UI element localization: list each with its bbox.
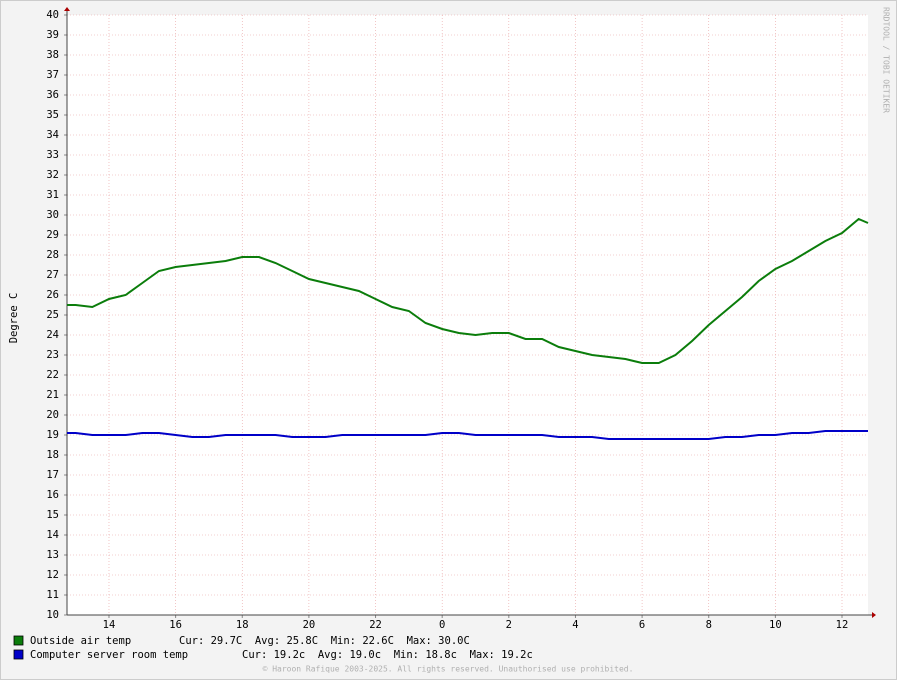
y-tick-label: 30: [46, 209, 59, 221]
y-tick-label: 22: [46, 369, 59, 381]
y-tick-label: 24: [46, 329, 59, 341]
axis-arrow: [872, 612, 876, 618]
x-tick-label: 14: [103, 619, 116, 631]
y-tick-label: 19: [46, 429, 59, 441]
y-tick-label: 38: [46, 49, 59, 61]
x-tick-label: 16: [169, 619, 182, 631]
x-tick-label: 0: [439, 619, 445, 631]
y-tick-label: 11: [46, 589, 59, 601]
series-line: [67, 217, 869, 364]
x-tick-label: 4: [572, 619, 578, 631]
plot-area: [67, 15, 868, 615]
axis-arrow: [64, 7, 70, 11]
x-tick-label: 2: [506, 619, 512, 631]
y-tick-label: 29: [46, 229, 59, 241]
y-tick-label: 39: [46, 29, 59, 41]
y-tick-label: 40: [46, 9, 59, 21]
y-tick-label: 12: [46, 569, 59, 581]
y-tick-label: 25: [46, 309, 59, 321]
legend-swatch: [13, 635, 24, 646]
x-tick-label: 12: [836, 619, 849, 631]
y-tick-label: 16: [46, 489, 59, 501]
y-tick-label: 13: [46, 549, 59, 561]
x-tick-label: 18: [236, 619, 249, 631]
legend-swatch: [13, 649, 24, 660]
y-tick-label: 20: [46, 409, 59, 421]
y-tick-label: 34: [46, 129, 59, 141]
series-line: [67, 430, 868, 440]
x-tick-label: 8: [706, 619, 712, 631]
y-tick-label: 17: [46, 469, 59, 481]
footer: © Haroon Rafique 2003-2025. All rights r…: [263, 665, 634, 674]
x-tick-label: 20: [303, 619, 316, 631]
y-tick-label: 36: [46, 89, 59, 101]
y-tick-label: 35: [46, 109, 59, 121]
y-tick-label: 28: [46, 249, 59, 261]
y-tick-label: 31: [46, 189, 59, 201]
y-tick-label: 18: [46, 449, 59, 461]
y-tick-label: 23: [46, 349, 59, 361]
x-tick-label: 22: [369, 619, 382, 631]
y-axis-label: Degree C: [8, 293, 20, 344]
legend-label: Computer server room temp: [30, 649, 188, 661]
y-tick-label: 14: [46, 529, 59, 541]
y-tick-label: 15: [46, 509, 59, 521]
legend-stats: Cur: 29.7C Avg: 25.8C Min: 22.6C Max: 30…: [179, 635, 470, 647]
credit: RRDTOOL / TOBI OETIKER: [882, 7, 891, 113]
y-tick-label: 21: [46, 389, 59, 401]
y-tick-label: 26: [46, 289, 59, 301]
y-tick-label: 10: [46, 609, 59, 621]
legend-label: Outside air temp: [30, 635, 131, 647]
y-tick-label: 37: [46, 69, 59, 81]
y-tick-label: 32: [46, 169, 59, 181]
x-tick-label: 6: [639, 619, 645, 631]
legend-stats: Cur: 19.2c Avg: 19.0c Min: 18.8c Max: 19…: [242, 649, 533, 661]
y-tick-label: 33: [46, 149, 59, 161]
y-tick-label: 27: [46, 269, 59, 281]
x-tick-label: 10: [769, 619, 782, 631]
